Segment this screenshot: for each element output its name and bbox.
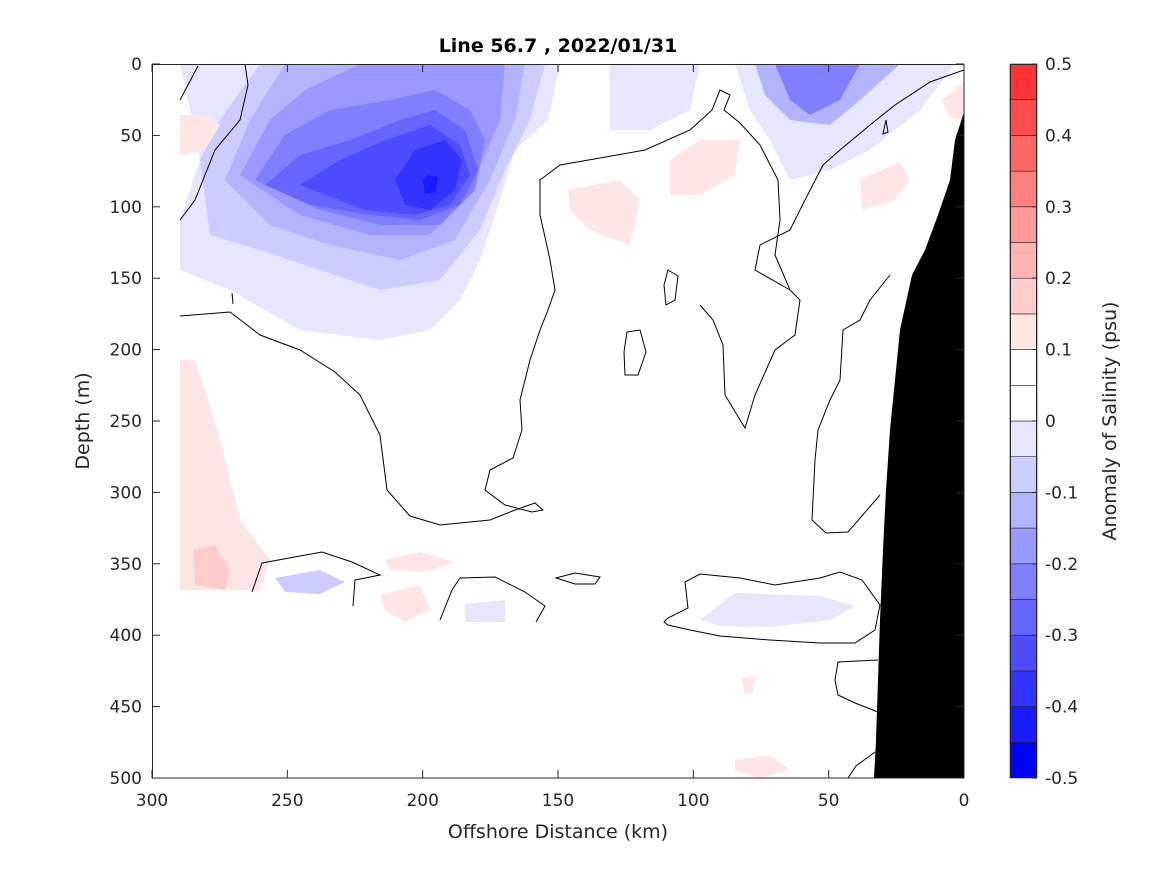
plot-area [152,64,965,779]
zero-contour-east [754,69,964,291]
colorbar-tick-label: 0.2 [1045,269,1072,289]
colorbar-swatch [1009,741,1038,779]
zero-contour-deep-2 [439,576,546,623]
salty-fill-deep-3 [735,755,790,778]
colorbar-swatch [1009,527,1038,565]
zero-contour-west [179,64,249,221]
y-axis-label: Depth (m) [72,372,94,469]
colorbar-swatch [1009,706,1038,743]
colorbar-swatch [1009,349,1038,386]
colorbar-swatch [1009,242,1038,279]
zero-contour-loop-2 [623,329,647,376]
colorbar-label: Anomaly of Salinity (psu) [1099,302,1121,541]
y-tick-label: 150 [110,269,142,289]
zero-contour-deep-4 [663,571,881,644]
colorbar-tick-label: -0.5 [1045,769,1078,789]
fresh-fill-deep-mid [465,600,505,622]
colorbar-swatch [1009,384,1038,422]
chart-title: Line 56.7 , 2022/01/31 [439,35,678,57]
fresh-fill-level-8 [395,140,462,210]
salty-fill-mid-1 [568,180,640,245]
colorbar-swatch [1009,135,1038,172]
x-tick-label: 100 [677,791,709,811]
colorbar-tick-label: 0.1 [1045,341,1072,361]
colorbar-swatch [1009,492,1038,529]
colorbar-tick-label: 0 [1045,412,1056,432]
salty-fill-top-west [180,115,220,155]
colorbar-swatch [1009,63,1038,101]
salty-fill-nearshore-2 [942,82,964,120]
fresh-fill-deep-nearshore [700,593,855,627]
salty-fill-deep-4 [742,676,756,694]
y-tick-label: 0 [131,55,142,75]
y-tick-label: 100 [110,198,142,218]
zero-contours [179,64,964,778]
y-tick-label: 500 [110,769,142,789]
zero-contour-deep-5 [834,659,879,713]
x-axis-label: Offshore Distance (km) [448,821,668,843]
x-tick-label: 150 [542,791,574,811]
colorbar-tick-label: -0.3 [1045,626,1078,646]
zero-contour-nearshore [811,274,891,534]
x-tick-label: 50 [818,791,840,811]
salty-fill-deep-2 [380,585,430,622]
bathymetry-mask [874,112,964,778]
colorbar-tick-label: 0.4 [1045,126,1072,146]
zero-contour-loop-4 [231,292,234,305]
zero-contour-deep-1 [251,551,382,607]
fresh-fill-core [423,175,438,194]
colorbar-swatch [1009,170,1038,208]
zero-contour-loop-3 [882,119,889,135]
y-tick-label: 50 [120,126,142,146]
y-axis: 0 50 100 150 200 250 300 350 400 450 500 [110,55,964,789]
colorbar-swatch [1009,420,1038,458]
y-tick-label: 400 [110,626,142,646]
fresh-fill-deep-west [275,570,345,594]
colorbar-tick-label: -0.4 [1045,698,1078,718]
zero-contour-deep-3 [554,572,601,585]
fresh-fill-north [610,64,700,130]
colorbar-tick-label: -0.1 [1045,483,1078,503]
colorbar-swatch [1009,206,1038,243]
colorbar: 0.5 0.4 0.3 0.2 0.1 0 -0.1 -0.2 -0.3 -0.4 -0.5 [1009,55,1078,789]
zero-contour-central [179,89,801,526]
colorbar-tick-label: 0.3 [1045,198,1072,218]
salty-fill-offshore-patch [193,545,230,590]
colorbar-swatch [1009,563,1038,600]
x-tick-label: 200 [406,791,438,811]
zero-contour-loop-1 [663,269,679,306]
y-tick-label: 350 [110,555,142,575]
salty-fill-nearshore-1 [860,162,910,210]
colorbar-swatch [1009,670,1038,707]
colorbar-swatch [1009,313,1038,350]
colorbar-tick-label: 0.5 [1045,55,1072,75]
zero-contour-deep-6 [847,751,876,778]
y-tick-label: 200 [110,341,142,361]
x-tick-label: 250 [271,791,303,811]
colorbar-swatch [1009,277,1038,315]
colorbar-swatch [1009,634,1038,672]
salty-fill-mid-2 [670,140,740,195]
x-axis: 300 250 200 150 100 50 0 [136,64,970,811]
y-tick-label: 450 [110,698,142,718]
x-tick-label: 0 [959,791,970,811]
zero-contour-upper-west [179,65,199,101]
x-tick-label: 300 [136,791,168,811]
y-tick-label: 250 [110,412,142,432]
salty-fill-deep-1 [385,552,455,572]
fresh-fill-nearshore-3 [775,64,860,115]
colorbar-swatch [1009,99,1038,136]
salty-fill-offshore-band [180,360,270,590]
colorbar-tick-label: -0.2 [1045,555,1078,575]
colorbar-swatch [1009,456,1038,493]
contour-fills [180,64,964,778]
y-tick-label: 300 [110,483,142,503]
colorbar-swatch [1009,599,1038,636]
